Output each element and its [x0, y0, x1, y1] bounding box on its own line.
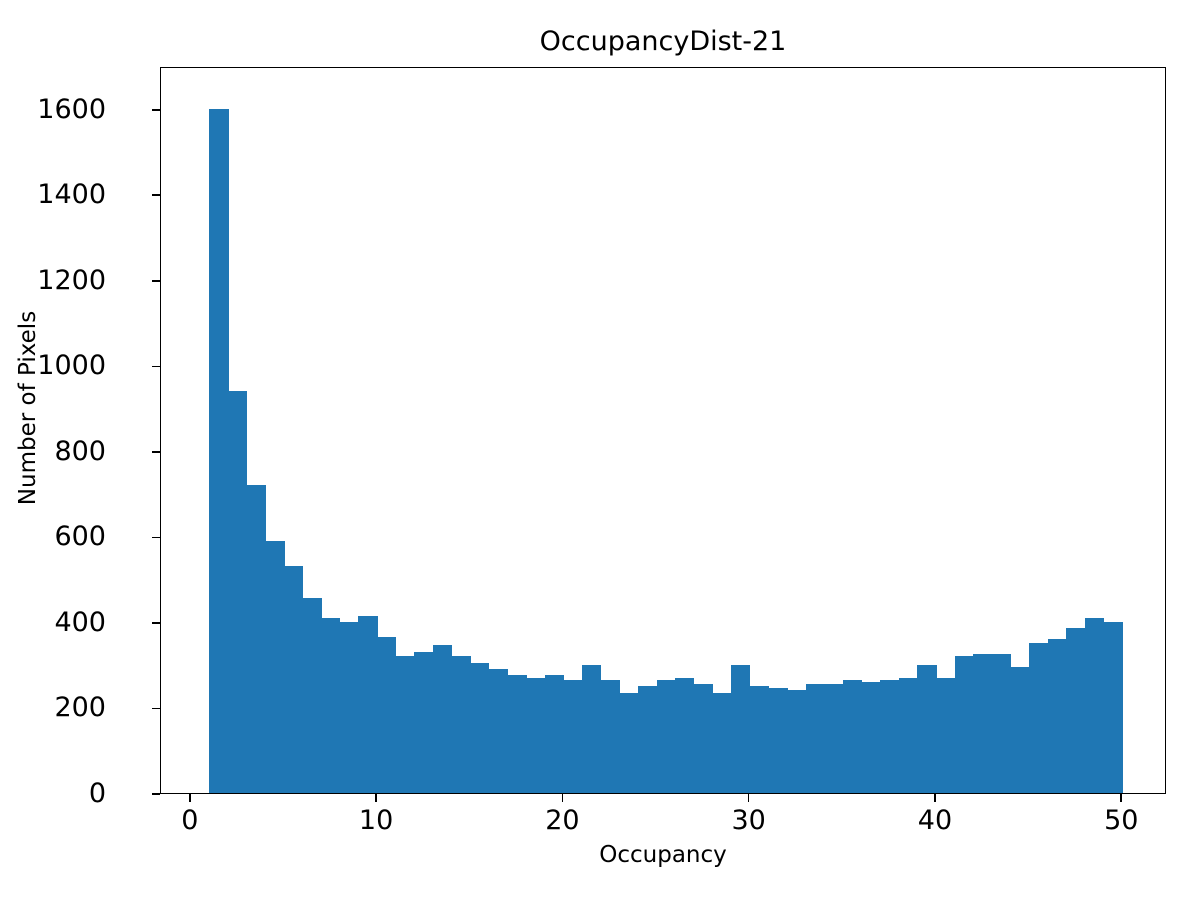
histogram-bar — [600, 679, 620, 793]
histogram-bar — [712, 692, 732, 793]
histogram-bar — [917, 664, 937, 793]
x-tick-mark — [375, 794, 377, 802]
x-tick-mark — [747, 794, 750, 802]
y-tick-mark — [152, 707, 160, 710]
x-tick-label: 30 — [731, 805, 766, 836]
histogram-bar — [526, 677, 546, 793]
y-tick-mark — [152, 536, 160, 539]
histogram-bar — [470, 662, 490, 793]
histogram-bar — [209, 108, 229, 793]
y-tick-label: 600 — [54, 521, 106, 553]
y-tick-mark — [152, 194, 160, 197]
histogram-bar — [228, 391, 248, 793]
histogram-bar — [656, 679, 676, 793]
y-axis: 0 200 400 600 800 1000 1200 1400 1600 — [0, 0, 160, 900]
histogram-bar — [414, 651, 434, 793]
histogram-bar — [265, 540, 285, 793]
y-tick-mark — [152, 108, 160, 111]
y-tick-label: 1200 — [37, 264, 106, 296]
x-tick-mark — [1120, 794, 1123, 802]
histogram-bar — [395, 656, 415, 793]
histogram-bar — [954, 656, 974, 793]
histogram-bar — [805, 683, 825, 793]
x-axis-label: Occupancy — [599, 842, 727, 868]
histogram-bar — [358, 615, 378, 793]
chart-title: OccupancyDist-21 — [539, 26, 787, 57]
y-tick-label: 800 — [54, 435, 106, 467]
x-tick-label: 0 — [181, 805, 199, 836]
y-tick-label: 200 — [54, 692, 106, 724]
histogram-bar — [898, 677, 918, 793]
histogram-bar — [824, 683, 844, 793]
histogram-bar — [1085, 617, 1105, 793]
histogram-bar — [935, 677, 956, 793]
histogram-bar — [1047, 639, 1067, 793]
histogram-bar — [749, 686, 769, 793]
histogram-bar — [544, 675, 564, 793]
histogram-bar — [321, 617, 341, 793]
y-tick-mark — [152, 451, 160, 453]
histogram-bar — [1010, 666, 1030, 793]
histogram-bars — [161, 68, 1165, 793]
y-tick-label: 400 — [54, 606, 106, 638]
histogram-bar — [768, 688, 788, 793]
histogram-bar — [1103, 621, 1123, 793]
histogram-bar — [451, 656, 471, 793]
y-tick-label: 1600 — [37, 93, 106, 125]
histogram-bar — [675, 677, 695, 793]
x-tick-label: 20 — [545, 805, 580, 836]
x-tick-label: 40 — [917, 805, 953, 836]
x-tick-label: 10 — [358, 805, 394, 836]
histogram-bar — [283, 566, 304, 793]
y-tick-label: 1000 — [37, 350, 106, 382]
histogram-bar — [302, 598, 322, 793]
histogram-bar — [693, 683, 714, 793]
histogram-bar — [339, 621, 360, 793]
histogram-bar — [637, 686, 658, 793]
histogram-bar — [432, 645, 453, 793]
histogram-bar — [563, 679, 583, 793]
x-tick-mark — [561, 794, 564, 802]
histogram-bar — [861, 681, 881, 793]
y-tick-label: 0 — [88, 778, 106, 809]
histogram-bar — [786, 690, 807, 793]
y-tick-mark — [152, 793, 160, 795]
histogram-bar — [1029, 643, 1049, 793]
x-tick-mark — [934, 794, 936, 802]
histogram-bar — [377, 636, 397, 793]
histogram-bar — [619, 692, 639, 793]
histogram-bar — [507, 675, 527, 793]
plot-area — [160, 67, 1166, 794]
y-tick-label: 1400 — [37, 179, 106, 211]
histogram-bar — [991, 654, 1012, 793]
y-tick-mark — [152, 622, 160, 624]
y-tick-mark — [152, 280, 160, 282]
histogram-bar — [246, 485, 266, 793]
histogram-bar — [842, 679, 863, 793]
histogram-bar — [582, 664, 602, 793]
x-tick-label: 50 — [1104, 805, 1139, 836]
x-tick-mark — [189, 794, 191, 802]
histogram-bar — [1066, 628, 1086, 793]
y-tick-mark — [152, 365, 160, 368]
histogram-bar — [973, 654, 993, 793]
histogram-bar — [731, 664, 751, 793]
histogram-bar — [880, 679, 900, 793]
histogram-bar — [488, 668, 509, 793]
